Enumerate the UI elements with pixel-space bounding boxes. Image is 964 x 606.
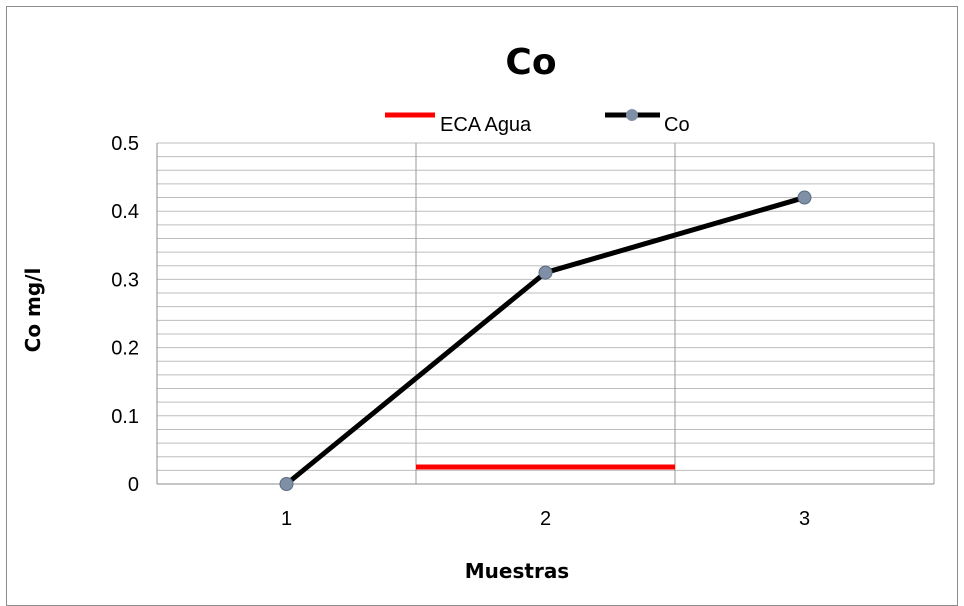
series-layer — [279, 190, 812, 491]
legend-marker-co — [626, 109, 638, 121]
legend-label-co: Co — [664, 114, 690, 136]
x-tick-label: 2 — [540, 508, 551, 530]
x-tick-label: 1 — [281, 508, 292, 530]
series-line-co — [284, 195, 806, 486]
y-axis-title: Co mg/l — [21, 268, 45, 353]
x-axis-title: Muestras — [465, 559, 569, 583]
y-tick-label: 0.3 — [111, 269, 139, 291]
tick-labels: 0 0.1 0.2 0.3 0.4 0.5 1 2 3 — [111, 133, 810, 530]
axes — [156, 143, 934, 485]
legend: ECA Agua Co — [385, 109, 690, 136]
legend-label-eca-agua: ECA Agua — [440, 114, 532, 136]
data-point-co — [797, 190, 812, 205]
y-tick-label: 0.1 — [111, 406, 139, 428]
y-tick-label: 0 — [128, 474, 139, 496]
y-tick-label: 0.4 — [111, 201, 139, 223]
y-tick-label: 0.2 — [111, 338, 139, 360]
gridlines — [157, 142, 935, 484]
y-tick-label: 0.5 — [111, 133, 139, 155]
data-point-co — [538, 265, 553, 280]
x-tick-label: 3 — [799, 508, 810, 530]
chart-title: Co — [505, 42, 556, 83]
chart-svg: Co ECA Agua Co 0 0.1 0.2 0.3 0.4 0.5 1 2 3 Muest… — [21, 42, 935, 583]
data-point-co — [279, 477, 294, 491]
chart-frame — [6, 6, 958, 606]
